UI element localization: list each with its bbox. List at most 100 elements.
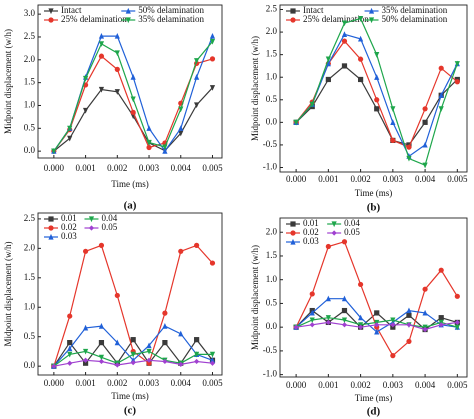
marker [454, 324, 460, 331]
marker [406, 144, 412, 150]
marker [146, 144, 152, 151]
marker [390, 106, 396, 112]
marker [98, 41, 105, 47]
marker [358, 35, 364, 42]
y-tick-label: 1.0 [266, 71, 278, 81]
marker [130, 109, 136, 115]
marker [98, 242, 105, 248]
panel-caption: (a) [124, 200, 137, 212]
y-tick-label: -0.5 [263, 345, 278, 355]
legend-marker [290, 238, 296, 245]
series [293, 239, 460, 359]
legend-marker [48, 225, 54, 231]
series [293, 319, 460, 333]
marker [454, 293, 460, 299]
legend-label: 50% delamination [138, 5, 204, 15]
marker [438, 322, 444, 328]
marker [209, 38, 216, 45]
x-tick-label: 0.005 [202, 378, 223, 388]
x-axis-label: Time (ms) [355, 188, 392, 198]
y-tick-label: 2.0 [24, 54, 36, 64]
x-axis-label: Time (ms) [111, 391, 148, 401]
series [51, 38, 216, 155]
marker [194, 58, 200, 64]
y-tick-label: 0.0 [24, 360, 36, 370]
legend-marker [290, 17, 296, 23]
x-tick-label: 0.000 [286, 174, 307, 184]
y-tick-label: 0.0 [266, 116, 278, 126]
marker [194, 358, 200, 365]
marker [454, 61, 460, 67]
y-tick-label: 0.0 [24, 145, 36, 155]
series-line [295, 17, 458, 167]
legend-marker [125, 17, 131, 24]
x-tick-label: 0.001 [75, 378, 95, 388]
legend-label: 0.04 [101, 213, 117, 223]
marker [454, 79, 460, 85]
panel-caption: (d) [367, 406, 381, 418]
series-line [53, 41, 213, 152]
marker [390, 119, 396, 125]
x-tick-label: 0.003 [139, 163, 160, 173]
marker [178, 130, 184, 137]
marker [358, 76, 364, 83]
marker [67, 351, 73, 358]
marker [406, 338, 412, 345]
series-line [53, 35, 214, 153]
marker [438, 315, 444, 321]
legend-label: 0.05 [344, 227, 360, 237]
marker [194, 74, 200, 80]
marker [374, 328, 380, 335]
panel-caption: (b) [367, 202, 381, 214]
legend-label: 0.05 [101, 222, 117, 232]
marker [341, 38, 348, 44]
plot-frame [279, 4, 468, 173]
x-axis-label: Time (ms) [355, 393, 392, 403]
marker [130, 96, 136, 103]
y-tick-label: 0.5 [266, 94, 278, 104]
x-tick-label: 0.001 [318, 380, 338, 390]
marker [162, 323, 168, 329]
marker [146, 139, 152, 146]
marker [130, 74, 136, 80]
legend-marker [290, 8, 296, 14]
x-tick-label: 0.000 [44, 163, 65, 173]
x-tick-label: 0.002 [107, 163, 127, 173]
marker [358, 15, 364, 22]
legend-marker [48, 17, 54, 23]
marker [454, 319, 460, 326]
legend-label: 50% delamination [382, 14, 448, 24]
marker [374, 74, 380, 80]
marker [114, 339, 120, 346]
marker [82, 107, 89, 114]
x-tick-label: 0.003 [383, 174, 404, 184]
legend-label: 0.02 [61, 222, 77, 232]
marker [406, 307, 412, 314]
marker [178, 361, 184, 367]
x-tick-label: 0.005 [447, 380, 468, 390]
marker [309, 101, 315, 108]
marker [82, 75, 89, 82]
marker [406, 155, 412, 162]
marker [358, 281, 364, 288]
x-tick-label: 0.005 [202, 163, 223, 173]
marker [309, 291, 315, 297]
x-tick-label: 0.004 [415, 174, 436, 184]
marker [358, 324, 364, 330]
x-tick-label: 0.002 [107, 378, 127, 388]
y-tick-label: 1.0 [24, 100, 36, 110]
marker [194, 242, 200, 248]
legend-label: 0.02 [303, 227, 319, 237]
x-tick-label: 0.004 [171, 163, 192, 173]
marker [341, 31, 348, 37]
plot-frame [37, 4, 223, 159]
marker [293, 119, 299, 126]
y-tick-label: 2.0 [24, 242, 36, 252]
legend-marker [48, 233, 54, 240]
legend-label: 0.03 [61, 231, 77, 241]
y-tick-label: 1.0 [24, 301, 36, 311]
marker [178, 125, 184, 131]
marker [162, 310, 168, 316]
legend-label: 25% delamination [61, 14, 127, 24]
marker [98, 32, 105, 39]
